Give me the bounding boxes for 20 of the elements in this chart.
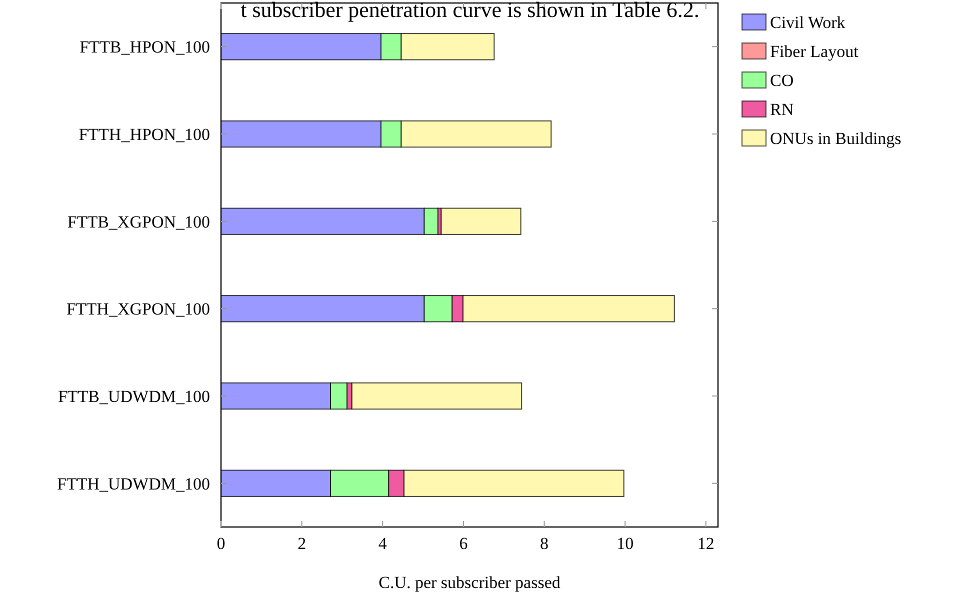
y-tick-label: FTTB_XGPON_100 [67,212,210,232]
x-tick-label: 2 [298,534,306,553]
legend-label: Civil Work [770,12,846,32]
y-tick-label: FTTB_HPON_100 [80,38,210,57]
legend-label: ONUs in Buildings [770,128,902,148]
bar [440,208,522,235]
x-tick-label: 8 [540,534,548,553]
x-tick-label: 0 [216,534,226,553]
x-tick-label: 4 [378,534,388,553]
y-tick-label: FTTH_UDWDM_100 [57,474,210,494]
legend-label: RN [770,100,794,119]
x-tick-label: 10 [616,534,634,553]
legend-label: Fiber Layout [770,42,859,61]
y-tick-label: FTTB_UDWDM_100 [58,386,210,406]
y-tick-label: FTTH_XGPON_100 [66,300,210,319]
x-tick-label: 12 [697,534,714,553]
y-tick-label: FTTH_HPON_100 [78,124,210,144]
x-axis-title: C.U. per subscriber passed [378,573,561,592]
legend-label: CO [770,70,794,90]
x-tick-label: 6 [459,534,468,553]
